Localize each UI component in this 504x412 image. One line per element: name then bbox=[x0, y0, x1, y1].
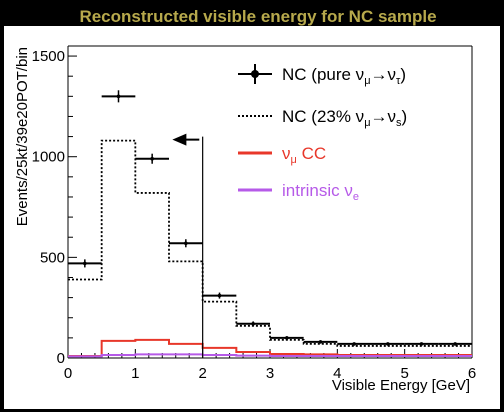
legend-rest-text: CC bbox=[297, 144, 326, 163]
y-tick-label: 0 bbox=[57, 350, 65, 367]
legend-label-4: intrinsic νe bbox=[282, 181, 359, 203]
legend-text-main: ν bbox=[282, 144, 291, 163]
y-axis-title: Events/25kt/39e20POT/bin bbox=[14, 47, 31, 226]
x-tick-label: 5 bbox=[400, 365, 408, 382]
x-tick-label: 1 bbox=[131, 365, 139, 382]
y-tick-label: 1500 bbox=[32, 48, 65, 65]
y-tick-label: 500 bbox=[40, 249, 65, 266]
legend-subscript: μ bbox=[364, 75, 370, 87]
legend-arrow-text: →ν bbox=[371, 107, 397, 126]
x-tick-label: 6 bbox=[468, 365, 476, 382]
legend-close-paren: ) bbox=[400, 65, 406, 84]
x-axis-title: Visible Energy [GeV] bbox=[332, 377, 470, 394]
nc-pure-data-point bbox=[150, 156, 154, 161]
nc-pure-data-point bbox=[285, 336, 289, 340]
nc-pure-data-point bbox=[419, 342, 424, 346]
legend-text-main: NC (pure ν bbox=[282, 65, 364, 84]
legend-swatch-nc-pure-point bbox=[251, 70, 259, 78]
chart-title: Reconstructed visible energy for NC samp… bbox=[79, 7, 436, 26]
plot-layer: 0 1 2 3 4 5 6 0 500 1000 1500 bbox=[32, 45, 476, 382]
legend-arrow-text: →ν bbox=[371, 65, 397, 84]
legend-text-main: intrinsic ν bbox=[282, 181, 353, 200]
legend-close-paren: ) bbox=[402, 107, 408, 126]
x-tick-label: 3 bbox=[266, 365, 274, 382]
legend-subscript: μ bbox=[364, 117, 370, 129]
legend-subscript: τ bbox=[396, 75, 401, 87]
nc-pure-data-point bbox=[184, 241, 188, 246]
legend-label-2: NC (23% νμ→νs) bbox=[282, 107, 407, 129]
nc-pure-data-point bbox=[453, 342, 457, 346]
nc-pure-data-point bbox=[116, 94, 121, 99]
nue-step-line bbox=[68, 353, 472, 358]
x-tick-label: 0 bbox=[64, 365, 72, 382]
legend-label-3: νμ CC bbox=[282, 144, 326, 166]
nc-pure-data-point bbox=[83, 261, 87, 266]
legend-text-main: NC (23% ν bbox=[282, 107, 364, 126]
nc-pure-data-point bbox=[251, 321, 255, 326]
x-tick-label: 4 bbox=[333, 365, 341, 382]
legend-subscript: μ bbox=[291, 154, 297, 166]
legend-label-1: NC (pure νμ→ντ) bbox=[282, 65, 406, 87]
y-tick-label: 1000 bbox=[32, 149, 65, 166]
nc-pure-data-point bbox=[352, 342, 356, 346]
nc-pure-data-point bbox=[386, 342, 390, 346]
nc-sterile-step-line bbox=[68, 139, 472, 347]
nc-pure-data-point bbox=[318, 340, 323, 344]
nc-pure-data-point bbox=[217, 293, 222, 298]
x-tick-label: 2 bbox=[198, 365, 206, 382]
numu-cc-step-line bbox=[68, 338, 472, 357]
cut-arrow-head bbox=[172, 133, 187, 146]
legend-subscript: s bbox=[396, 117, 402, 129]
legend: NC (pure νμ→ντ)NC (23% νμ→νs)νμ CC intri… bbox=[238, 64, 407, 203]
legend-subscript: e bbox=[353, 191, 359, 203]
